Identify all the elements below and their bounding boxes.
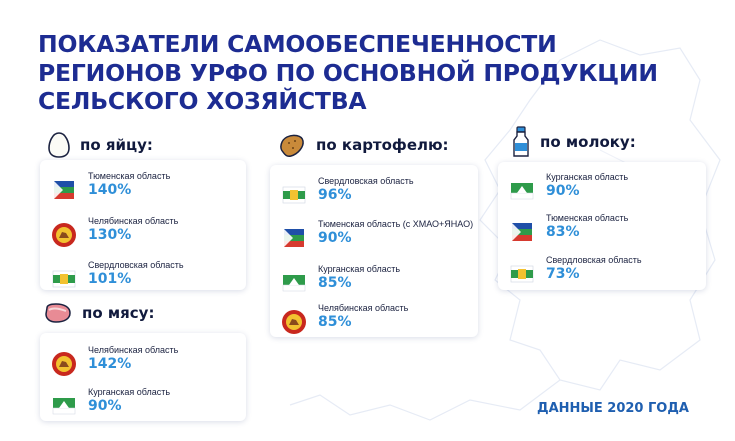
- region-name: Тюменская область: [88, 171, 171, 181]
- tyumen-flag-icon: [509, 219, 535, 245]
- data-year-note: ДАННЫЕ 2020 ГОДА: [537, 401, 689, 416]
- self-sufficiency-value: 101%: [88, 271, 132, 287]
- region-name: Челябинская область: [88, 345, 179, 355]
- list-item: Курганская область 90%: [40, 387, 246, 427]
- list-item: Тюменская область 140%: [40, 171, 246, 211]
- section-heading-meat: по мясу:: [44, 302, 154, 324]
- potato-icon: [280, 134, 304, 157]
- list-item: Курганская область 85%: [270, 264, 478, 304]
- self-sufficiency-value: 85%: [318, 275, 352, 291]
- region-name: Курганская область: [546, 172, 629, 182]
- self-sufficiency-value: 130%: [88, 227, 132, 243]
- region-name: Свердловская область: [546, 255, 642, 265]
- self-sufficiency-value: 96%: [318, 187, 352, 203]
- chelyabinsk-emblem-icon: [52, 223, 76, 247]
- region-name: Тюменская область: [546, 213, 629, 223]
- self-sufficiency-value: 140%: [88, 182, 132, 198]
- section-label: по мясу:: [82, 304, 155, 322]
- card-meat: Челябинская область 142% Курганская обла…: [40, 333, 246, 421]
- region-name: Курганская область: [88, 387, 171, 397]
- self-sufficiency-value: 90%: [546, 183, 580, 199]
- self-sufficiency-value: 90%: [318, 230, 352, 246]
- list-item: Челябинская область 85%: [270, 303, 478, 343]
- list-item: Свердловская область 73%: [498, 255, 706, 295]
- card-eggs: Тюменская область 140% Челябинская облас…: [40, 160, 246, 290]
- chelyabinsk-emblem-icon: [52, 352, 76, 376]
- kurgan-flag-icon: [282, 275, 306, 292]
- list-item: Курганская область 90%: [498, 172, 706, 212]
- sverdlovsk-flag-icon: [510, 265, 534, 283]
- region-name: Тюменская область (с ХМАО+ЯНАО): [318, 219, 474, 229]
- self-sufficiency-value: 73%: [546, 266, 580, 282]
- tyumen-flag-icon: [281, 225, 307, 251]
- region-name: Свердловская область: [88, 260, 184, 270]
- list-item: Тюменская область 83%: [498, 213, 706, 253]
- card-milk: Курганская область 90% Тюменская область…: [498, 162, 706, 290]
- region-name: Челябинская область: [88, 216, 179, 226]
- region-name: Челябинская область: [318, 303, 409, 313]
- sverdlovsk-flag-icon: [52, 270, 76, 288]
- list-item: Тюменская область (с ХМАО+ЯНАО) 90%: [270, 219, 478, 259]
- title-line: СЕЛЬСКОГО ХОЗЯЙСТВА: [38, 87, 367, 115]
- region-name: Свердловская область: [318, 176, 414, 186]
- self-sufficiency-value: 83%: [546, 224, 580, 240]
- chelyabinsk-emblem-icon: [282, 310, 306, 334]
- milk-bottle-icon: [513, 126, 529, 157]
- page-title: ПОКАЗАТЕЛИ САМООБЕСПЕЧЕННОСТИ РЕГИОНОВ У…: [38, 30, 658, 116]
- self-sufficiency-value: 90%: [88, 398, 122, 414]
- list-item: Свердловская область 96%: [270, 176, 478, 216]
- sverdlovsk-flag-icon: [282, 186, 306, 204]
- section-heading-eggs: по яйцу:: [48, 132, 153, 158]
- card-potato: Свердловская область 96% Тюменская облас…: [270, 165, 478, 337]
- egg-icon: [48, 132, 70, 158]
- title-line: РЕГИОНОВ УРФО ПО ОСНОВНОЙ ПРОДУКЦИИ: [38, 58, 658, 87]
- list-item: Челябинская область 130%: [40, 216, 246, 256]
- region-name: Курганская область: [318, 264, 401, 274]
- section-heading-milk: по молоку:: [512, 126, 636, 158]
- kurgan-flag-icon: [510, 183, 534, 200]
- self-sufficiency-value: 85%: [318, 314, 352, 330]
- section-label: по молоку:: [540, 133, 636, 151]
- section-label: по яйцу:: [80, 136, 153, 154]
- self-sufficiency-value: 142%: [88, 356, 132, 372]
- list-item: Челябинская область 142%: [40, 345, 246, 385]
- tyumen-flag-icon: [51, 177, 77, 203]
- title-line: ПОКАЗАТЕЛИ САМООБЕСПЕЧЕННОСТИ: [38, 30, 557, 58]
- list-item: Свердловская область 101%: [40, 260, 246, 300]
- section-heading-potato: по картофелю:: [278, 132, 449, 158]
- kurgan-flag-icon: [52, 398, 76, 415]
- section-label: по картофелю:: [316, 136, 449, 154]
- meat-icon: [45, 303, 71, 323]
